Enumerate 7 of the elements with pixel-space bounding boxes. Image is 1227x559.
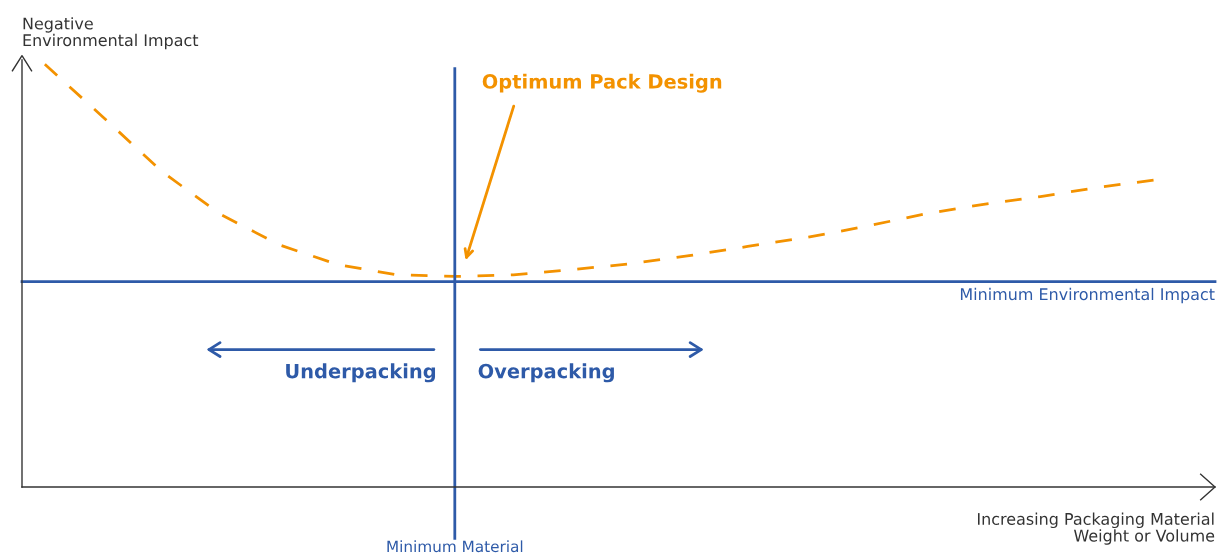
ref-line-label: Minimum Environmental Impact bbox=[960, 287, 1215, 304]
x-axis-title: Increasing Packaging Material Weight or Volume bbox=[977, 512, 1215, 545]
annotation: Overpacking bbox=[478, 363, 614, 383]
y-axis-title: Negative Environmental Impact bbox=[23, 17, 199, 50]
annotation: Optimum Pack Design bbox=[482, 73, 722, 93]
annotation: Underpacking bbox=[286, 363, 436, 383]
text: Minimum Material bbox=[387, 540, 523, 553]
